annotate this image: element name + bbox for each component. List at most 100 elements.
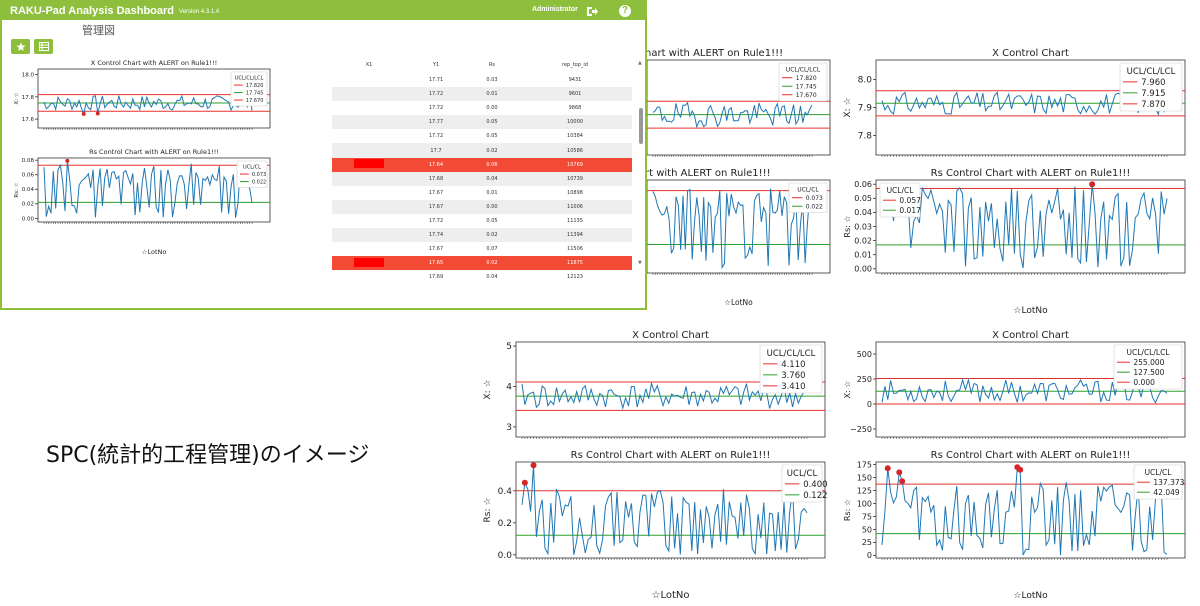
table-cell-rep-top-id: 10586 [518,143,632,158]
table-cell-rs: 0.01 [466,87,518,102]
alert-point [65,158,70,163]
column-header-y1[interactable]: Y1 [432,62,440,68]
legend-label: 17.820 [796,75,817,82]
table-cell-x1 [332,214,406,228]
help-icon[interactable]: ? [618,4,632,18]
table-row[interactable]: 17.74 0.02 11394 [332,228,632,243]
table-cell-y1: 17.67 [428,189,444,196]
chart-d-x-svg: X Control Chart −250 0 250 500 X: ☆ UCL/CL/LCL… [843,330,1186,439]
y-tick-label: 0 [867,551,872,560]
table-cell-x1 [332,171,406,186]
legend-label: 17.820 [246,83,264,89]
table-cell-x1 [332,199,406,214]
favorite-button[interactable] [11,39,30,54]
chart-d-rs: Rs Control Chart with ALERT on Rule1!!! 0… [840,445,1190,605]
column-header-x1[interactable]: X1 [365,62,373,68]
table-row[interactable]: 17.67 0.07 11506 [332,242,632,256]
x-axis-label: ☆LotNo [1013,591,1048,601]
y-tick-label: 17.6 [22,117,35,123]
table-row[interactable]: 17.68 0.04 10739 [332,171,632,186]
table-cell-rs: 0.04 [466,171,518,186]
logout-icon[interactable] [585,4,599,18]
app-brand[interactable]: RAKU-Pad Analysis Dashboard [10,5,175,17]
plot-frame [875,461,1186,559]
table-cell-x1 [332,73,406,87]
legend-box [759,344,823,394]
legend-box [781,464,823,503]
table-row[interactable]: 17.67 0.01 10898 [332,186,632,200]
table-cell-x1 [332,157,406,172]
table-row[interactable]: 17.72 0.01 9601 [332,87,632,102]
series-line [652,188,813,270]
legend-label: 17.670 [246,98,264,104]
table-row[interactable]: 17.67 0.00 11006 [332,199,632,214]
series-line [43,160,253,218]
page-title: 管理図 [82,24,115,37]
x-axis-label: ☆LotNo [652,590,690,601]
table-cell-y1: 17.71 [428,77,444,84]
table-cell-rep-top-id: 9868 [568,105,582,112]
table-cell-rep-top-id: 10898 [567,189,583,196]
legend-title: UCL/CL/LCL [1127,348,1171,357]
table-row[interactable]: 17.7 0.02 10586 [332,143,632,158]
scroll-thumb[interactable] [639,108,643,144]
table-cell-rep-top-id: 10000 [518,115,632,130]
series-line [881,91,1168,116]
series-line [881,466,1168,556]
table-row[interactable]: 17.72 0.00 9868 [332,101,632,115]
column-header-rep-top-id[interactable]: rep_top_id [562,62,588,68]
scroll-down-icon[interactable]: ▼ [638,260,642,266]
table-row[interactable]: 17.72 0.05 11135 [332,214,632,228]
table-cell-rs: 0.07 [486,246,498,253]
y-tick-label: −250 [850,425,872,434]
plot-frame [515,461,826,559]
table-cell-x1 [332,143,406,158]
table-cell-y1: 17.7 [406,143,466,158]
legend-label: 127.500 [1133,368,1164,377]
chart-a-rs-svg: rt with ALERT on Rule1!!!☆LotNoUCL/CL0.0… [645,168,831,307]
chart-title: X Control Chart [992,330,1069,341]
table-scrollbar[interactable]: ▲ ▼ [638,60,644,270]
table-row-alert[interactable]: 17.64 0.06 10769 [332,157,632,172]
chart-c-rs: Rs Control Chart with ALERT on Rule1!!! 0… [480,445,830,605]
y-tick-label: 0.02 [22,202,34,208]
table-row[interactable]: 17.72 0.05 10384 [332,129,632,143]
table-cell-x1 [332,242,406,256]
y-tick-label: 25 [862,538,872,547]
plot-frame [515,341,826,438]
table-row[interactable]: 17.71 0.03 9431 [332,73,632,87]
star-icon [16,42,25,51]
table-cell-y1: 17.72 [428,133,444,140]
legend-label: 255.000 [1133,358,1164,367]
chart-a-x-svg: hart with ALERT on Rule1!!!UCL/CL/LCL17.… [645,48,831,157]
legend-title: UCL/CL [797,187,819,194]
table-cell-y1: 17.68 [406,171,466,186]
table-cell-y1: 17.72 [428,105,444,112]
scroll-up-icon[interactable]: ▲ [638,60,642,66]
table-cell-rs: 0.05 [486,133,498,140]
legend-box [1133,464,1183,500]
table-row[interactable]: 17.77 0.05 10000 [332,115,632,130]
plot-frame [875,341,1186,438]
table-row-alert[interactable]: 17.65 0.02 11875 [332,256,632,271]
y-axis-label: X: ☆ [14,92,20,104]
alert-point [521,479,528,486]
chart-d-rs-svg: Rs Control Chart with ALERT on Rule1!!! 0… [843,450,1186,601]
user-name[interactable]: Administrator [532,6,578,13]
legend-label: 17.670 [796,92,817,99]
table-row[interactable]: 17.69 0.04 12123 [332,270,632,284]
legend-label: 7.960 [1141,78,1165,88]
chart-a-rs: rt with ALERT on Rule1!!! ☆LotNo UCL/CL 0.0… [645,163,837,318]
table-cell-x1 [332,87,406,102]
list-button[interactable] [34,39,53,54]
table-cell-rs: 0.00 [486,105,498,112]
chart-c-x-svg: X Control Chart 3 4 5 X: ☆ UCL/CL/LCL4.1103.7… [483,330,826,439]
y-tick-label: 5 [506,342,512,352]
y-tick-label: 100 [857,499,872,508]
chart-b-rs: Rs Control Chart with ALERT on Rule1!!! 0… [840,163,1190,318]
table-cell-y1: 17.72 [428,217,444,224]
legend-box [1113,344,1183,390]
column-header-rs[interactable]: Rs [488,62,496,68]
series-line [881,184,1168,269]
